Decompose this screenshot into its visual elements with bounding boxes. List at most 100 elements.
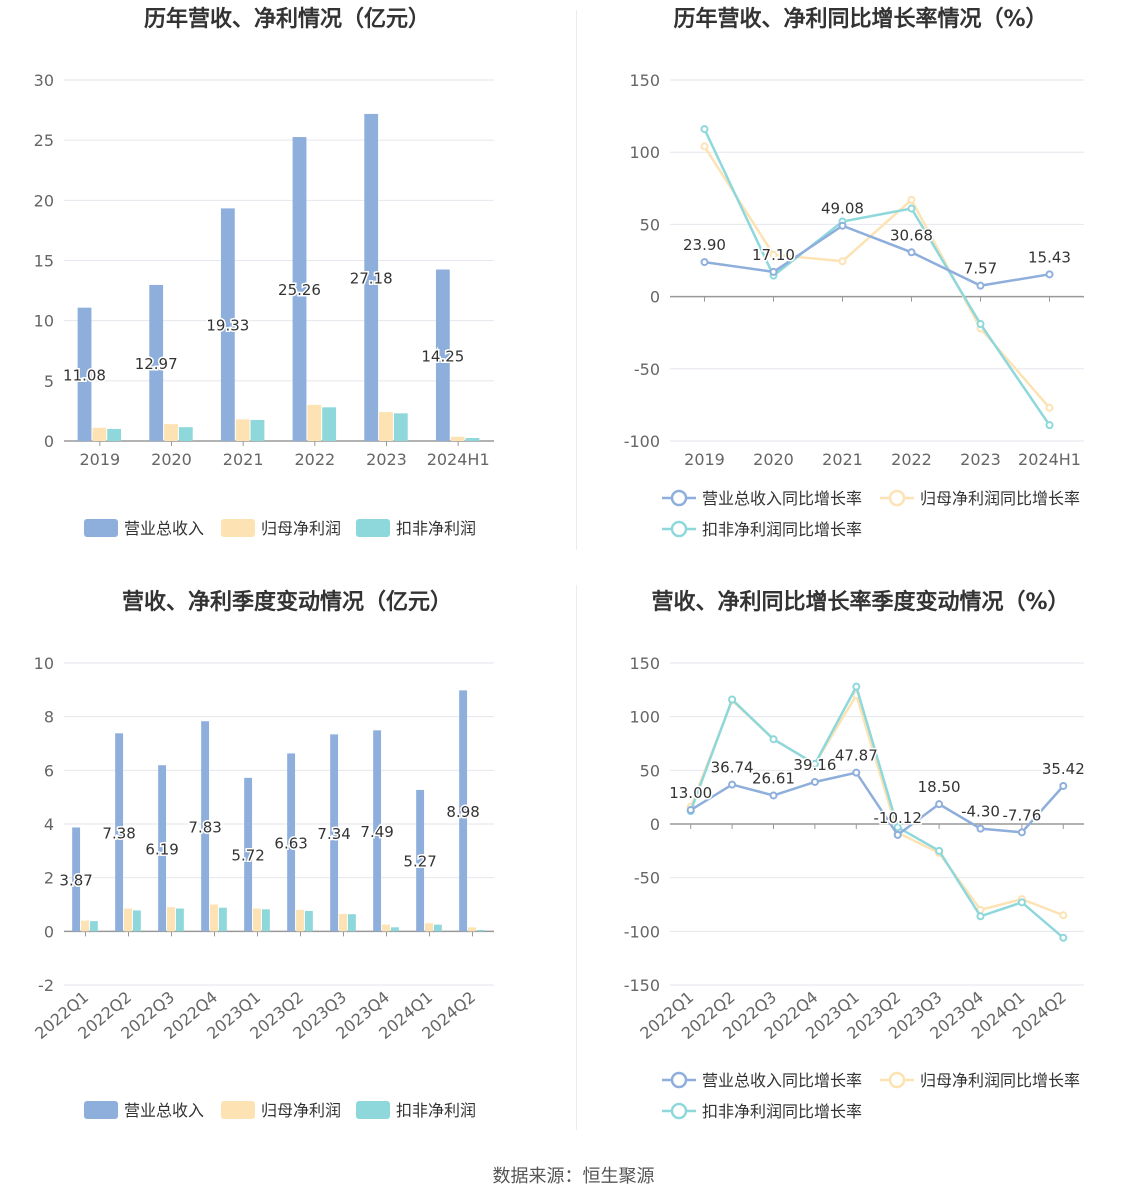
bar-0-7: [373, 730, 382, 932]
legend-item-0[interactable]: 营业总收入: [84, 519, 204, 538]
bar-2-0: [107, 428, 122, 441]
legend-label: 扣非净利润: [396, 519, 476, 538]
quarterly-amount-svg: 营收、净利季度变动情况（亿元）-202468102022Q12022Q22022…: [31, 589, 494, 1120]
bar-1-5: [296, 909, 304, 932]
legend-item-0[interactable]: 营业总收入同比增长率: [662, 1071, 862, 1090]
x-tick-label: 2021: [822, 450, 863, 469]
bar-0-3: [292, 137, 307, 441]
legend-item-2[interactable]: 扣非净利润同比增长率: [662, 1102, 862, 1121]
bar-2-9: [476, 929, 485, 932]
legend-item-2[interactable]: 扣非净利润: [356, 519, 476, 538]
x-tick-label: 2022: [891, 450, 932, 469]
y-tick-label: 4: [44, 815, 54, 834]
point-2-3: [907, 204, 916, 213]
y-tick-label: -150: [624, 976, 660, 995]
legend-item-1[interactable]: 归母净利润: [221, 1101, 341, 1120]
y-tick-label: 0: [44, 922, 54, 941]
data-label: 5.27: [403, 853, 436, 871]
bar-0-5: [287, 753, 296, 932]
legend-item-0[interactable]: 营业总收入: [84, 1101, 204, 1120]
bar-0-3: [201, 721, 210, 932]
bar-2-5: [465, 437, 480, 441]
data-label: 8.98: [446, 803, 479, 821]
legend-label: 营业总收入: [124, 1101, 204, 1120]
point-0-8: [1017, 828, 1026, 837]
series-line-0: [704, 224, 1050, 287]
point-0-4: [852, 768, 861, 777]
bar-1-0: [92, 427, 107, 441]
bar-0-0: [77, 307, 92, 441]
point-0-6: [935, 800, 944, 809]
data-label: 11.08: [63, 366, 106, 384]
bar-0-2: [158, 765, 167, 932]
point-2-2: [769, 735, 778, 744]
point-2-4: [852, 682, 861, 691]
data-label: 23.90: [683, 236, 726, 254]
vertical-divider-top: [576, 10, 577, 550]
data-label: 7.49: [360, 823, 393, 841]
point-2-9: [1059, 933, 1068, 942]
x-tick-label: 2022: [294, 450, 335, 469]
data-label: 17.10: [752, 246, 795, 264]
x-tick-label: 2019: [684, 450, 725, 469]
bar-2-2: [250, 419, 265, 441]
point-2-8: [1017, 898, 1026, 907]
bar-2-1: [178, 427, 193, 441]
x-tick-label: 2023: [366, 450, 407, 469]
legend-item-2[interactable]: 扣非净利润同比增长率: [662, 520, 862, 539]
bar-0-4: [364, 113, 379, 442]
x-tick-label: 2024H1: [427, 450, 490, 469]
data-label: 19.33: [206, 317, 249, 335]
point-2-6: [935, 846, 944, 855]
x-tick-label: 2019: [79, 450, 120, 469]
y-tick-label: 50: [640, 215, 660, 234]
bar-1-6: [339, 913, 347, 932]
bar-0-2: [220, 208, 235, 441]
bar-2-0: [89, 921, 98, 932]
data-label: 25.26: [278, 281, 321, 299]
chart-title: 历年营收、净利情况（亿元）: [144, 6, 430, 32]
annual-growth-rate-chart: 历年营收、净利同比增长率情况（%） -100 -50 0 50 100 150 2019 202…: [574, 0, 1147, 574]
point-2-0: [700, 125, 709, 134]
legend-label: 归母净利润: [261, 519, 341, 538]
x-tick-label: 2024H1: [1018, 450, 1081, 469]
bar-1-1: [124, 908, 132, 932]
legend-label: 归母净利润同比增长率: [920, 1071, 1080, 1090]
point-0-5: [893, 830, 902, 839]
x-tick-label: 2020: [753, 450, 794, 469]
y-tick-label: 2: [44, 869, 54, 888]
bar-2-3: [322, 407, 337, 441]
data-label: 5.72: [231, 847, 264, 865]
bar-0-0: [72, 827, 81, 932]
legend-label: 归母净利润: [261, 1101, 341, 1120]
y-tick-label: 20: [34, 191, 54, 210]
point-1-0: [700, 142, 709, 151]
legend-item-2[interactable]: 扣非净利润: [356, 1101, 476, 1120]
bar-0-9: [459, 690, 468, 932]
bar-1-4: [253, 908, 261, 932]
y-tick-label: -50: [634, 360, 660, 379]
data-label: 7.34: [317, 825, 350, 843]
point-1-3: [907, 195, 916, 204]
legend-item-1[interactable]: 归母净利润同比增长率: [880, 489, 1080, 508]
data-label: 6.63: [274, 834, 307, 852]
bar-1-0: [81, 920, 89, 932]
chart-title: 营收、净利季度变动情况（亿元）: [122, 589, 452, 615]
point-1-2: [838, 257, 847, 266]
data-label: 26.61: [752, 769, 795, 787]
bar-0-1: [149, 284, 164, 441]
bar-0-6: [330, 734, 339, 932]
legend-item-0[interactable]: 营业总收入同比增长率: [662, 489, 862, 508]
legend-item-1[interactable]: 归母净利润: [221, 519, 341, 538]
quarterly-growth-svg: 营收、净利同比增长率季度变动情况（%） -150 -100 -50 0 50 100 150 2…: [624, 589, 1087, 1121]
data-label: -7.76: [1002, 806, 1041, 824]
data-label: 14.25: [421, 347, 464, 365]
data-label: 35.42: [1042, 760, 1085, 778]
bar-2-4: [261, 909, 270, 932]
data-label: 13.00: [669, 784, 712, 802]
x-tick-label: 2020: [151, 450, 192, 469]
y-tick-label: 6: [44, 761, 54, 780]
series-line-2: [703, 128, 1051, 426]
legend-item-1[interactable]: 归母净利润同比增长率: [880, 1071, 1080, 1090]
bar-2-1: [132, 910, 141, 932]
